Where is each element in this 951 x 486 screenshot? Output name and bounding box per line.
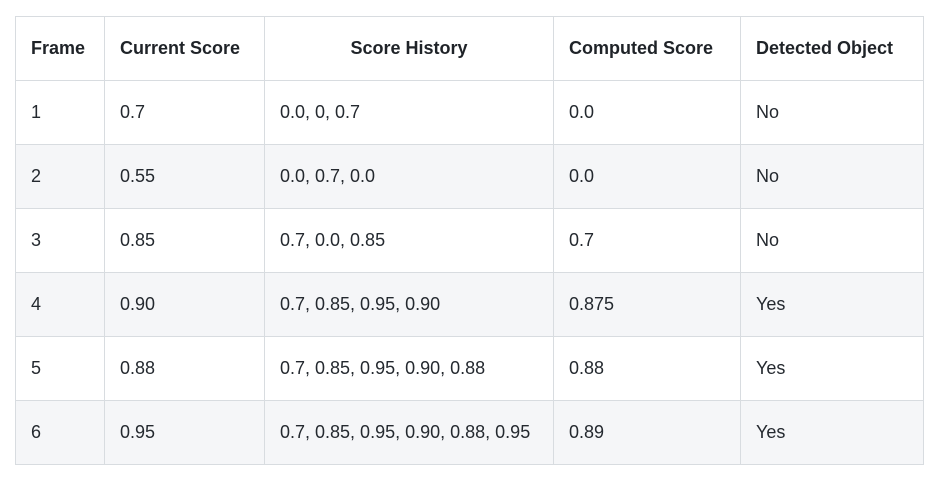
table-row: 1 0.7 0.0, 0, 0.7 0.0 No (15, 80, 924, 145)
cell-detected-object: Yes (740, 400, 924, 465)
cell-current-score: 0.7 (104, 80, 265, 145)
header-current-score: Current Score (104, 16, 265, 81)
table-row: 6 0.95 0.7, 0.85, 0.95, 0.90, 0.88, 0.95… (15, 400, 924, 465)
cell-computed-score: 0.7 (553, 208, 741, 273)
cell-computed-score: 0.875 (553, 272, 741, 337)
table-row: 3 0.85 0.7, 0.0, 0.85 0.7 No (15, 208, 924, 273)
cell-current-score: 0.55 (104, 144, 265, 209)
cell-score-history: 0.0, 0, 0.7 (264, 80, 554, 145)
table-container: Frame Current Score Score History Comput… (15, 16, 924, 465)
header-score-history: Score History (264, 16, 554, 81)
cell-frame: 4 (15, 272, 105, 337)
cell-current-score: 0.95 (104, 400, 265, 465)
table-row: 2 0.55 0.0, 0.7, 0.0 0.0 No (15, 144, 924, 209)
cell-score-history: 0.7, 0.85, 0.95, 0.90, 0.88 (264, 336, 554, 401)
header-row: Frame Current Score Score History Comput… (15, 16, 924, 81)
cell-computed-score: 0.88 (553, 336, 741, 401)
cell-computed-score: 0.0 (553, 144, 741, 209)
cell-current-score: 0.90 (104, 272, 265, 337)
cell-detected-object: Yes (740, 336, 924, 401)
cell-frame: 5 (15, 336, 105, 401)
cell-frame: 2 (15, 144, 105, 209)
cell-computed-score: 0.0 (553, 80, 741, 145)
cell-score-history: 0.7, 0.85, 0.95, 0.90, 0.88, 0.95 (264, 400, 554, 465)
cell-detected-object: No (740, 208, 924, 273)
cell-frame: 3 (15, 208, 105, 273)
table-body: 1 0.7 0.0, 0, 0.7 0.0 No 2 0.55 0.0, 0.7… (15, 80, 924, 465)
header-computed-score: Computed Score (553, 16, 741, 81)
cell-score-history: 0.7, 0.85, 0.95, 0.90 (264, 272, 554, 337)
cell-detected-object: Yes (740, 272, 924, 337)
table-row: 5 0.88 0.7, 0.85, 0.95, 0.90, 0.88 0.88 … (15, 336, 924, 401)
table-header: Frame Current Score Score History Comput… (15, 16, 924, 81)
header-detected-object: Detected Object (740, 16, 924, 81)
table-row: 4 0.90 0.7, 0.85, 0.95, 0.90 0.875 Yes (15, 272, 924, 337)
cell-current-score: 0.85 (104, 208, 265, 273)
cell-score-history: 0.7, 0.0, 0.85 (264, 208, 554, 273)
cell-score-history: 0.0, 0.7, 0.0 (264, 144, 554, 209)
cell-detected-object: No (740, 144, 924, 209)
cell-computed-score: 0.89 (553, 400, 741, 465)
cell-detected-object: No (740, 80, 924, 145)
cell-frame: 6 (15, 400, 105, 465)
cell-frame: 1 (15, 80, 105, 145)
header-frame: Frame (15, 16, 105, 81)
score-table: Frame Current Score Score History Comput… (15, 16, 924, 465)
cell-current-score: 0.88 (104, 336, 265, 401)
